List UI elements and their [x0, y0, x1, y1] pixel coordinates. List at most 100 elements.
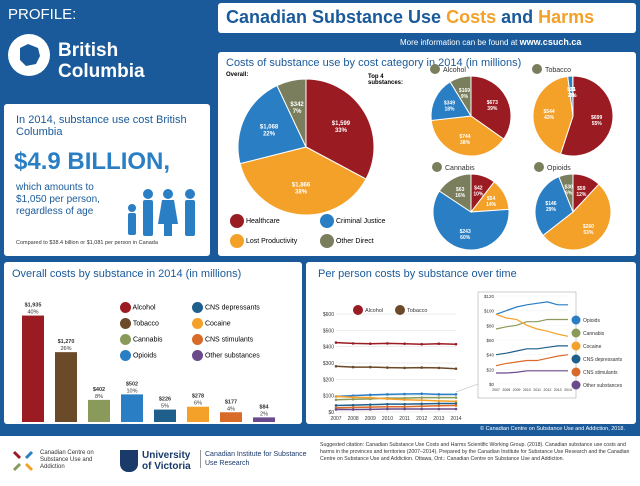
ccsa-name: Canadian Centre on Substance Use and Add…: [40, 450, 94, 470]
legend-icon: [395, 305, 405, 315]
inset-x-tick: 2007: [492, 388, 500, 392]
pie-label: $169: [459, 88, 470, 94]
bar: [121, 394, 143, 422]
summary-panel: In 2014, substance use cost British Colu…: [4, 104, 210, 256]
series-point: [351, 397, 355, 401]
justice-icon: [320, 214, 334, 228]
series-point: [403, 392, 406, 396]
family-icon: [122, 184, 204, 243]
series-point: [386, 402, 389, 406]
series-line: [335, 395, 457, 403]
series-point: [334, 398, 338, 402]
series-point: [437, 404, 441, 408]
bar-label: $402: [93, 387, 105, 393]
y-tick: $600: [323, 312, 334, 318]
summary-per-person: which amounts to $1,050 per person, rega…: [16, 182, 100, 217]
pie-label: $1,068: [260, 125, 279, 131]
bar-legend-label: Tobacco: [131, 320, 159, 328]
bar: [187, 406, 209, 422]
legend-icon: [571, 315, 581, 325]
inset-y-tick: $40: [486, 353, 494, 358]
series-point: [437, 393, 441, 396]
series-point: [334, 408, 338, 411]
bar-label: 40%: [27, 310, 38, 316]
uvic-line2: of Victoria: [142, 461, 191, 472]
pie-label: 55%: [592, 121, 603, 127]
bar: [220, 412, 242, 422]
inset-x-tick: 2013: [554, 388, 562, 392]
inset-legend-label: Opioids: [583, 318, 600, 324]
legend-icon: [571, 380, 581, 390]
inset-x-tick: 2009: [513, 388, 521, 392]
uvic-line1: University: [142, 450, 191, 461]
substance-icon: [532, 64, 542, 74]
substance-icon: [432, 162, 442, 172]
pie-label: $243: [460, 229, 471, 235]
pie-label: 33%: [335, 128, 348, 134]
bar: [55, 352, 77, 422]
title-text: Canadian Substance Use: [226, 7, 447, 27]
inset-y-tick: $0: [489, 382, 495, 387]
series-point: [368, 393, 372, 397]
pie-title: Cannabis: [445, 165, 475, 172]
legend-criminal: Criminal Justice: [320, 214, 385, 228]
series-point: [403, 342, 406, 346]
inset-y-tick: $120: [484, 294, 495, 299]
legend-icon: [571, 367, 581, 377]
bar: [88, 399, 110, 422]
y-tick: $400: [323, 345, 334, 351]
pie-label: 18%: [444, 106, 455, 112]
pie-label: 43%: [544, 115, 555, 121]
pie-label: $349: [444, 100, 455, 106]
pie-label: $1,866: [292, 182, 311, 188]
other-direct-icon: [320, 234, 334, 248]
x-tick: 2013: [433, 416, 444, 422]
substance-icon: [192, 302, 203, 313]
legend-label: Tobacco: [407, 308, 428, 314]
pie-slice: [558, 173, 574, 213]
series-point: [403, 402, 406, 406]
pie-label: $63: [456, 187, 465, 193]
pie-slice: [438, 173, 472, 213]
series-line: [335, 365, 457, 370]
pie-label: $699: [591, 115, 602, 121]
pie-label: 38%: [295, 189, 308, 195]
pie-label: $342: [290, 102, 304, 108]
series-point: [351, 342, 355, 345]
bar-label: 26%: [60, 346, 71, 352]
bar-label: $1,935: [25, 303, 42, 309]
series-point: [437, 396, 441, 399]
website-link[interactable]: www.csuch.ca: [519, 37, 582, 47]
series-point: [386, 342, 389, 345]
series-point: [454, 407, 458, 411]
y-tick: $100: [323, 394, 334, 400]
pie-label: 6%: [565, 191, 573, 197]
pie-label: 0%: [569, 93, 577, 99]
title-bar: Canadian Substance Use Costs and Harms: [218, 3, 636, 33]
uvic-name: University of Victoria: [142, 450, 191, 472]
title-and: and: [496, 7, 539, 27]
series-point: [420, 396, 424, 399]
series-point: [351, 365, 355, 369]
series-point: [454, 393, 458, 396]
bar-legend-label: Cannabis: [131, 336, 163, 344]
bar-legend-label: Opioids: [131, 352, 157, 360]
legend-productivity: Lost Productivity: [230, 234, 297, 248]
pie-label: 7%: [293, 109, 302, 115]
pie-title: Alcohol: [443, 67, 466, 74]
category-panel: Costs of substance use by cost category …: [218, 52, 636, 256]
inset-y-tick: $60: [486, 338, 494, 343]
pie-slice: [534, 176, 574, 237]
inset-x-tick: 2008: [502, 388, 510, 392]
inset-series-line: [495, 345, 568, 356]
inset-series-line: [495, 318, 568, 330]
summary-amount: $4.9 BILLION,: [14, 148, 171, 175]
series-point: [403, 405, 406, 409]
footer: Canadian Centre on Substance Use and Add…: [0, 436, 640, 486]
inset-legend-label: Cocaine: [583, 344, 602, 350]
pie-slice: [470, 75, 512, 140]
series-point: [420, 404, 424, 408]
title-costs: Costs: [446, 7, 497, 27]
series-point: [351, 396, 355, 399]
